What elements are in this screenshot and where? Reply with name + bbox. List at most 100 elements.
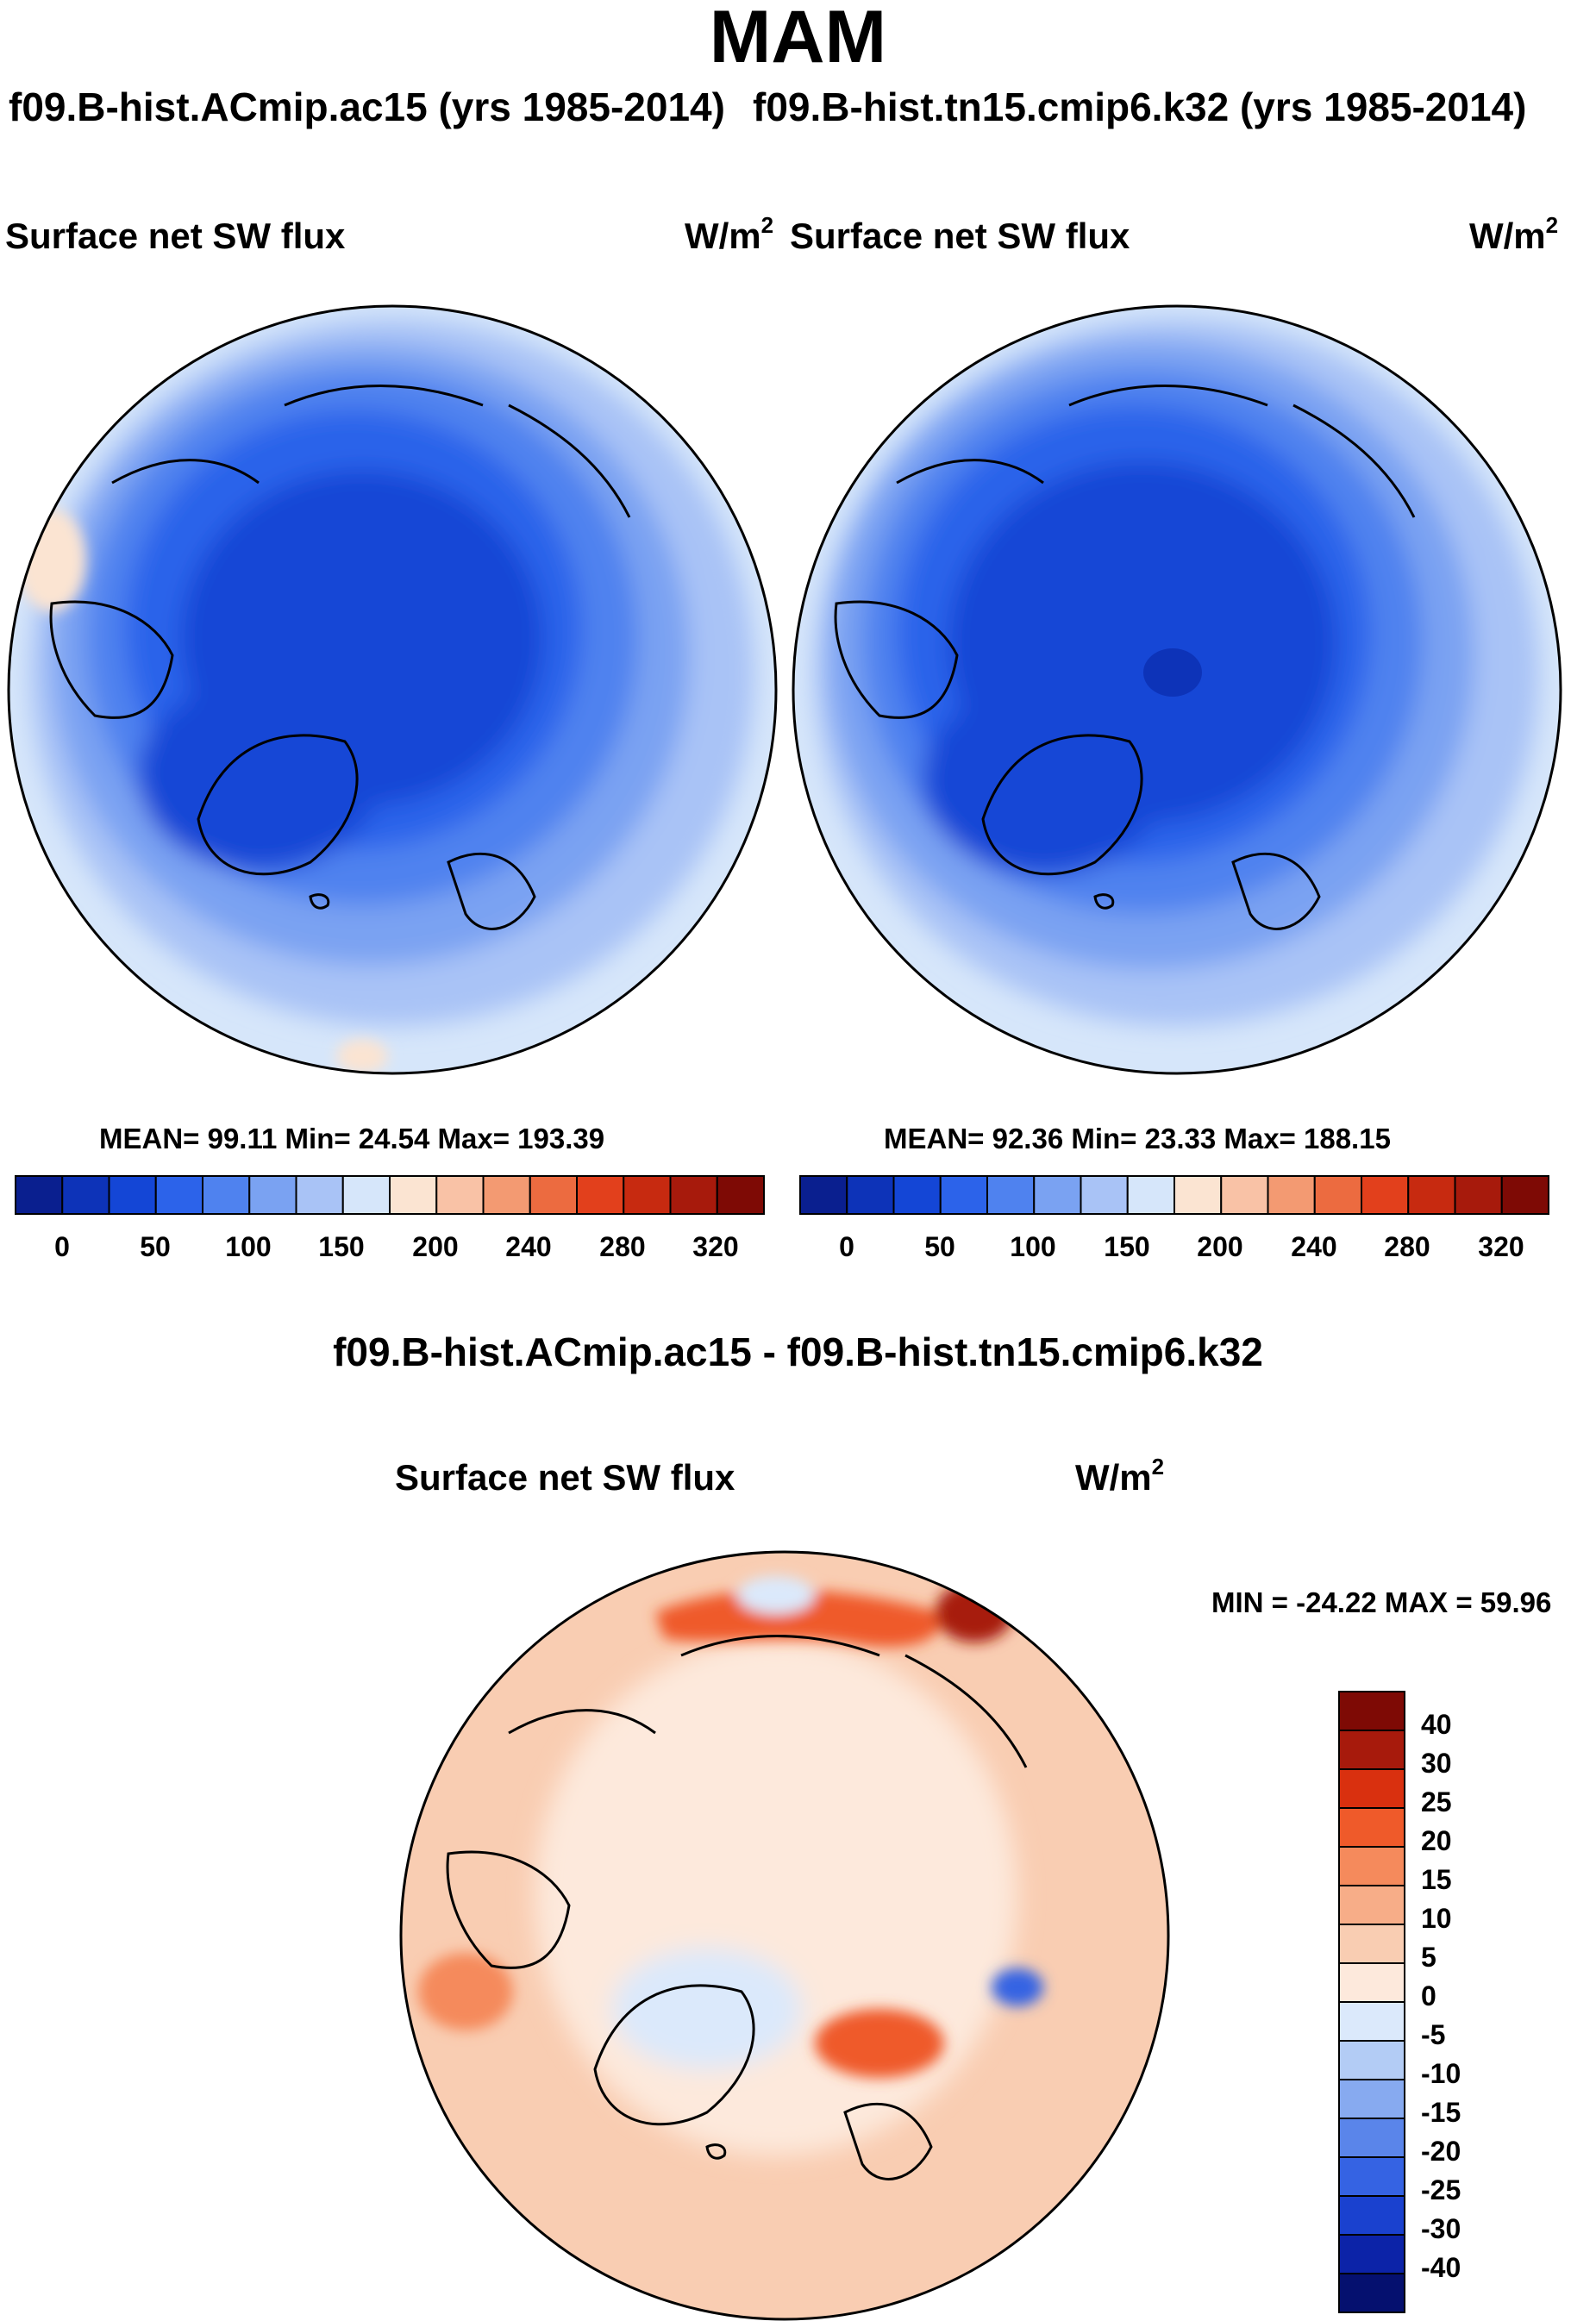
right-hudson-coast	[834, 600, 959, 719]
right-colorbar-tick: 150	[1104, 1231, 1150, 1262]
diff-field-greenland-neg	[612, 1949, 802, 2069]
diff-colorbar-tick: 40	[1421, 1709, 1452, 1740]
diff-greenland-coast	[593, 1984, 755, 2126]
diff-colorbar-cell	[1338, 1807, 1405, 1848]
right-colorbar-tick: 240	[1291, 1231, 1337, 1262]
diff-colorbar-cell	[1338, 2156, 1405, 2197]
diff-polar-map	[399, 1550, 1170, 2321]
right-colorbar-cell	[1220, 1175, 1269, 1215]
diff-colorbar-tick: -5	[1421, 2019, 1446, 2050]
right-colorbar-tick: 280	[1384, 1231, 1430, 1262]
right-colorbar-cell	[1500, 1175, 1549, 1215]
left-case-title: f09.B-hist.ACmip.ac15 (yrs 1985-2014)	[9, 84, 725, 129]
right-colorbar-cell	[1454, 1175, 1503, 1215]
left-variable-label: Surface net SW flux	[5, 216, 346, 256]
page-title: MAM	[709, 0, 887, 78]
left-colorbar	[15, 1175, 765, 1215]
diff-field-max-core	[936, 1582, 1013, 1642]
diff-title: f09.B-hist.ACmip.ac15 - f09.B-hist.tn15.…	[333, 1329, 1263, 1374]
right-colorbar-cell	[1407, 1175, 1456, 1215]
diff-colorbar-cell	[1338, 1691, 1405, 1731]
left-iceland-coast	[309, 893, 330, 910]
diff-map-field	[401, 1552, 1168, 2319]
left-colorbar-tick: 320	[692, 1231, 739, 1262]
diff-colorbar-cell	[1338, 1768, 1405, 1809]
diff-colorbar-tick: -25	[1421, 2174, 1461, 2205]
diff-colorbar-cell	[1338, 1730, 1405, 1770]
diff-scandinavia-coast	[843, 2102, 933, 2180]
left-colorbar-cell	[435, 1175, 485, 1215]
left-coastlines	[49, 385, 631, 930]
diff-colorbar-tick: -40	[1421, 2252, 1461, 2283]
left-colorbar-cell	[716, 1175, 765, 1215]
right-polar-map	[792, 304, 1562, 1075]
right-colorbar	[799, 1175, 1549, 1215]
left-colorbar-cell	[623, 1175, 672, 1215]
right-colorbar-tick: 50	[924, 1231, 955, 1262]
right-colorbar-cell	[986, 1175, 1036, 1215]
left-arctic-coast	[111, 385, 631, 518]
left-field-greenland	[138, 681, 379, 871]
diff-colorbar-tick: 30	[1421, 1748, 1452, 1779]
diff-units-base: W/m	[1075, 1457, 1152, 1498]
right-colorbar-tick: 200	[1197, 1231, 1243, 1262]
diff-colorbar-cell	[1338, 2273, 1405, 2313]
left-map-field	[9, 306, 776, 1073]
left-colorbar-cell	[15, 1175, 64, 1215]
left-colorbar-cell	[529, 1175, 578, 1215]
diff-iceland-coast	[705, 2143, 727, 2160]
right-scandinavia-coast	[1231, 852, 1321, 930]
left-units-base: W/m	[685, 216, 761, 256]
left-hudson-coast	[49, 600, 174, 719]
right-iceland-coast	[1093, 893, 1115, 910]
right-colorbar-tick: 0	[839, 1231, 854, 1262]
right-greenland-coast	[981, 734, 1143, 876]
right-colorbar-tick: 320	[1478, 1231, 1524, 1262]
left-colorbar-cell	[61, 1175, 110, 1215]
diff-colorbar-cell	[1338, 2079, 1405, 2119]
right-colorbar-cell	[1267, 1175, 1316, 1215]
right-arctic-coast	[896, 385, 1416, 518]
left-units-label: W/m2	[685, 214, 773, 257]
diff-colorbar-tick: 15	[1421, 1864, 1452, 1895]
left-colorbar-cell	[389, 1175, 438, 1215]
diff-field-center	[535, 1638, 1017, 2155]
diff-colorbar	[1338, 1691, 1405, 2313]
diff-colorbar-tick: 20	[1421, 1825, 1452, 1856]
right-colorbar-cell	[1313, 1175, 1362, 1215]
left-units-exp: 2	[760, 212, 774, 238]
diff-colorbar-tick: -30	[1421, 2213, 1461, 2244]
right-case-title: f09.B-hist.tn15.cmip6.k32 (yrs 1985-2014…	[753, 84, 1527, 129]
diff-colorbar-cell	[1338, 1962, 1405, 2003]
left-stats: MEAN= 99.11 Min= 24.54 Max= 193.39	[99, 1123, 605, 1154]
diff-colorbar-cell	[1338, 1924, 1405, 1964]
right-field-min-core	[1143, 648, 1202, 697]
left-colorbar-tick: 150	[318, 1231, 365, 1262]
left-colorbar-tick: 240	[505, 1231, 552, 1262]
left-colorbar-cell	[202, 1175, 251, 1215]
right-coastlines	[834, 385, 1416, 930]
diff-colorbar-cell	[1338, 2234, 1405, 2274]
right-map-border	[792, 304, 1562, 1075]
diff-colorbar-tick: 10	[1421, 1903, 1452, 1934]
diff-colorbar-tick: -15	[1421, 2097, 1461, 2128]
diff-colorbar-cell	[1338, 1846, 1405, 1886]
right-colorbar-cell	[1174, 1175, 1223, 1215]
diff-field-neg-core	[992, 1968, 1043, 2006]
diff-variable-label: Surface net SW flux	[395, 1457, 735, 1498]
left-colorbar-tick: 200	[412, 1231, 459, 1262]
diff-colorbar-cell	[1338, 1885, 1405, 1925]
diff-field-barents-band	[815, 2009, 944, 2078]
left-colorbar-tick: 50	[140, 1231, 171, 1262]
left-field-warm-patch	[336, 1039, 388, 1073]
diff-hudson-coast	[446, 1850, 571, 1969]
left-colorbar-tick: 0	[54, 1231, 70, 1262]
right-units-label: W/m2	[1469, 214, 1558, 257]
diff-colorbar-tick: -20	[1421, 2136, 1461, 2167]
diff-colorbar-cell	[1338, 2195, 1405, 2236]
right-colorbar-cell	[1126, 1175, 1175, 1215]
diff-colorbar-cell	[1338, 2040, 1405, 2080]
left-field-warm-patch	[17, 509, 86, 612]
diff-colorbar-cell	[1338, 2118, 1405, 2158]
